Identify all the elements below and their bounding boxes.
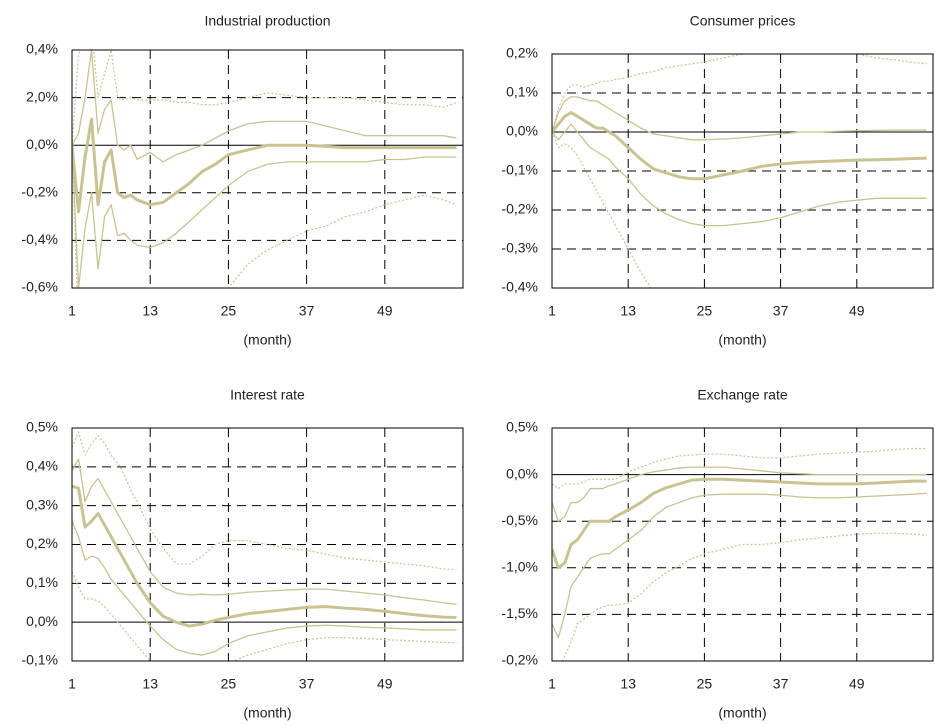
y-tick-label: -0,3% bbox=[501, 240, 538, 256]
series-line bbox=[72, 50, 457, 163]
chart-title: Exchange rate bbox=[697, 387, 787, 403]
y-tick-label: 0,0% bbox=[26, 136, 58, 152]
plot-frame bbox=[551, 53, 934, 289]
series-line bbox=[72, 520, 457, 656]
y-tick-label: 0,0% bbox=[26, 613, 58, 629]
y-tick-label: 0,2% bbox=[26, 535, 58, 551]
series-line bbox=[72, 458, 457, 605]
x-tick-label: 49 bbox=[849, 303, 865, 319]
x-tick-label: 1 bbox=[548, 303, 556, 319]
y-tick-label: 0,1% bbox=[26, 574, 58, 590]
y-tick-label: -0,4% bbox=[501, 279, 538, 295]
series-line bbox=[72, 431, 457, 571]
series-line bbox=[552, 111, 927, 181]
x-axis-label: (month) bbox=[243, 705, 291, 721]
y-tick-label: 0,5% bbox=[506, 419, 538, 435]
x-tick-label: 25 bbox=[221, 303, 237, 319]
series-line bbox=[552, 447, 927, 490]
y-tick-label: 0,1% bbox=[506, 84, 538, 100]
x-tick-label: 1 bbox=[548, 676, 556, 692]
x-axis-label: (month) bbox=[718, 705, 766, 721]
y-tick-label: -0,2% bbox=[501, 201, 538, 217]
chart-title: Consumer prices bbox=[690, 13, 796, 29]
y-tick-label: -0,6% bbox=[21, 279, 58, 295]
series-line bbox=[72, 117, 457, 214]
plot-frame bbox=[71, 49, 464, 289]
y-tick-label: -0,5% bbox=[501, 512, 538, 528]
y-tick-label: 0,5% bbox=[26, 419, 58, 435]
series-line bbox=[552, 466, 927, 522]
panel: Interest rate (month) 0,5% 0,4% 0,3% 0,2% 0,1%… bbox=[21, 387, 464, 721]
plot-frame bbox=[551, 427, 934, 662]
y-tick-label: -1,5% bbox=[501, 605, 538, 621]
series-line bbox=[552, 131, 652, 288]
y-tick-label: 0,0% bbox=[506, 123, 538, 139]
x-tick-label: 1 bbox=[68, 676, 76, 692]
series-line bbox=[561, 532, 927, 661]
y-tick-label: -0,1% bbox=[21, 652, 58, 668]
y-tick-label: 2,0% bbox=[26, 88, 58, 104]
x-tick-label: 13 bbox=[620, 676, 636, 692]
y-tick-label: -0,2% bbox=[21, 184, 58, 200]
y-tick-label: -0,1% bbox=[501, 162, 538, 178]
x-tick-label: 49 bbox=[849, 676, 865, 692]
x-tick-label: 49 bbox=[377, 676, 393, 692]
y-tick-label: -1,0% bbox=[501, 559, 538, 575]
series-line bbox=[72, 145, 457, 288]
plot-area bbox=[72, 50, 457, 288]
series-line bbox=[72, 571, 457, 661]
x-axis-label: (month) bbox=[243, 332, 291, 348]
plot-area bbox=[72, 431, 457, 661]
x-tick-label: 49 bbox=[377, 303, 393, 319]
series-line bbox=[552, 54, 927, 133]
series-line bbox=[552, 96, 927, 141]
y-tick-label: 0,0% bbox=[506, 465, 538, 481]
x-tick-label: 37 bbox=[299, 676, 315, 692]
chart-title: Industrial production bbox=[204, 13, 330, 29]
x-tick-label: 25 bbox=[221, 676, 237, 692]
chart-title: Interest rate bbox=[230, 387, 305, 403]
plot-area bbox=[552, 447, 927, 661]
x-tick-label: 1 bbox=[68, 303, 76, 319]
y-tick-label: 0,4% bbox=[26, 41, 58, 57]
x-axis-label: (month) bbox=[718, 332, 766, 348]
plot-area bbox=[552, 54, 927, 288]
x-tick-label: 25 bbox=[697, 303, 713, 319]
series-line bbox=[552, 477, 927, 570]
y-tick-label: -0,4% bbox=[21, 231, 58, 247]
y-tick-label: 0,4% bbox=[26, 458, 58, 474]
series-line bbox=[552, 492, 927, 639]
x-tick-label: 37 bbox=[299, 303, 315, 319]
panel: Exchange rate (month) 0,5% 0,0% -0,5% -1,0% -1… bbox=[501, 387, 934, 721]
x-tick-label: 13 bbox=[142, 676, 158, 692]
x-tick-label: 25 bbox=[697, 676, 713, 692]
panel: Consumer prices (month) 0,2% 0,1% 0,0% -0,1% -… bbox=[501, 13, 934, 348]
plot-frame bbox=[71, 427, 464, 662]
x-tick-label: 13 bbox=[620, 303, 636, 319]
series-line bbox=[72, 50, 457, 146]
y-tick-label: -0,2% bbox=[501, 652, 538, 668]
series-line bbox=[552, 123, 927, 227]
y-tick-label: 0,3% bbox=[26, 496, 58, 512]
x-tick-label: 13 bbox=[142, 303, 158, 319]
series-line bbox=[72, 145, 457, 288]
series-line bbox=[72, 484, 457, 628]
x-tick-label: 37 bbox=[773, 303, 789, 319]
x-tick-label: 37 bbox=[773, 676, 789, 692]
y-tick-label: 0,2% bbox=[506, 45, 538, 61]
panel: Industrial production (month) 0,4% 2,0% 0,0%… bbox=[21, 13, 464, 348]
